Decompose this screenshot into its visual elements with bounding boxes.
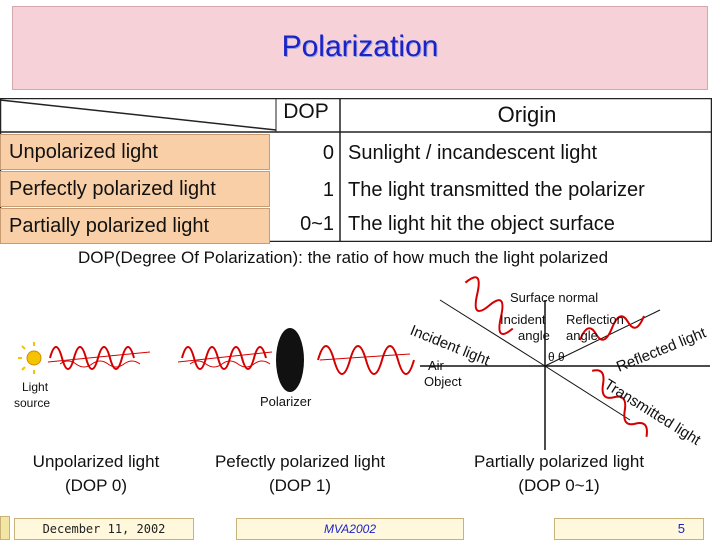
unpolarized-wave [47, 346, 151, 370]
dop-value-partially: 0~1 [300, 213, 334, 235]
polarization-diagram [18, 276, 710, 450]
light-source-label-2: source [14, 396, 51, 410]
reflected-ray [544, 309, 661, 367]
light-source-icon [18, 342, 42, 374]
dop-header: DOP [283, 100, 329, 123]
incident-ray [439, 299, 546, 367]
origin-unpolarized: Sunlight / incandescent light [348, 142, 598, 164]
air-label: Air [428, 358, 444, 373]
caption-perfectly-1: Pefectly polarized light [214, 452, 386, 471]
dop-value-unpolarized: 0 [322, 142, 334, 164]
row-label-partially: Partially polarized light [0, 208, 270, 244]
dop-value-perfectly: 1 [322, 179, 334, 201]
dop-definition: DOP(Degree Of Polarization): the ratio o… [78, 248, 609, 267]
incident-wave [464, 276, 514, 335]
row-label-perfectly: Perfectly polarized light [0, 171, 270, 207]
transmitted-wave [591, 369, 648, 437]
row-label-unpolarized: Unpolarized light [0, 134, 270, 170]
light-source-label-1: Light [22, 380, 49, 394]
transmitted-ray [544, 365, 631, 421]
reflection-angle-label: Reflection [566, 312, 624, 327]
caption-unpolarized-1: Unpolarized light [32, 452, 160, 471]
dop-table-frame [0, 98, 712, 242]
reflection-angle-sub: angle [566, 328, 598, 343]
polarizer-icon [276, 328, 304, 392]
caption-perfectly-2: (DOP 1) [268, 476, 332, 495]
footer-page-number: 5 [554, 518, 704, 540]
caption-partially-1: Partially polarized light [473, 452, 645, 471]
footer-date: December 11, 2002 [14, 518, 194, 540]
unpolarized-wave-2 [177, 346, 273, 370]
origin-header: Origin [497, 102, 557, 127]
footer-side-bar [0, 516, 10, 540]
slide-title: Polarization [281, 30, 439, 63]
origin-perfectly: The light transmitted the polarizer [348, 179, 645, 201]
caption-unpolarized-2: (DOP 0) [64, 476, 128, 495]
surface-normal-label: Surface normal [510, 290, 599, 305]
footer-venue: MVA2002 [236, 518, 464, 540]
caption-partially-2: (DOP 0~1) [518, 476, 600, 495]
incident-angle-sub: angle [518, 328, 550, 343]
polarized-wave [317, 345, 415, 375]
incident-angle-label: Incident [500, 312, 546, 327]
title-bar [12, 6, 708, 90]
object-label: Object [424, 374, 462, 389]
origin-partially: The light hit the object surface [348, 213, 615, 235]
theta-label: θ θ [548, 350, 565, 364]
reflected-wave [579, 315, 645, 341]
polarizer-label: Polarizer [260, 394, 312, 409]
